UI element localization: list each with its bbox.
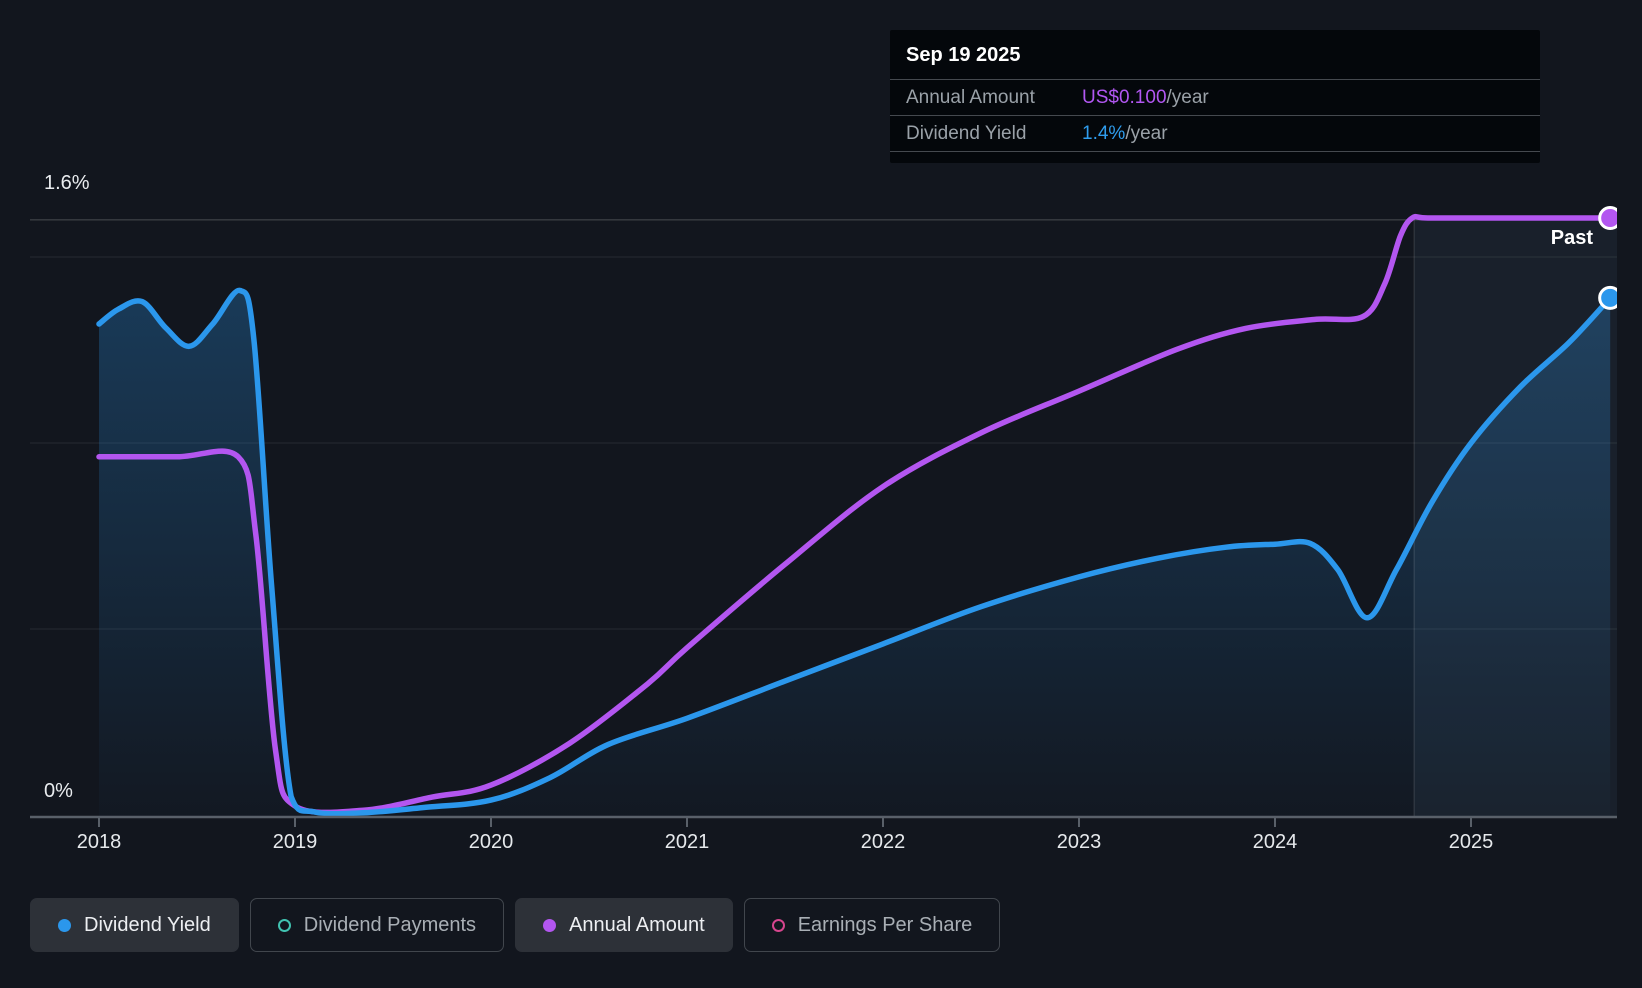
tooltip-label: Annual Amount <box>906 86 1035 108</box>
x-axis-label: 2019 <box>272 831 318 853</box>
tooltip-value: 1.4% <box>1082 122 1126 144</box>
chart-legend: Dividend Yield Dividend Payments Annual … <box>30 898 1001 952</box>
chart-tooltip: Sep 19 2025 Annual Amount US$0.100 /year… <box>890 30 1540 163</box>
dividend-payments-ring-icon <box>277 918 291 932</box>
x-axis-label: 2025 <box>1448 831 1494 853</box>
past-region-overlay <box>1414 219 1617 818</box>
past-region-label: Past <box>1550 227 1593 249</box>
legend-button-dividend-yield[interactable]: Dividend Yield <box>30 898 239 952</box>
x-axis-label: 2022 <box>860 831 906 853</box>
plot-right-mask <box>1617 0 1642 988</box>
legend-button-earnings-per-share[interactable]: Earnings Per Share <box>743 898 1001 952</box>
tooltip-suffix: /year <box>1125 122 1168 144</box>
x-axis-label: 2023 <box>1056 831 1102 853</box>
x-axis-label: 2021 <box>664 831 710 853</box>
tooltip-value: US$0.100 <box>1082 86 1167 108</box>
dividend-yield-dot-icon <box>58 918 71 932</box>
legend-label: Earnings Per Share <box>797 913 973 936</box>
tooltip-date: Sep 19 2025 <box>890 30 1540 80</box>
tooltip-row-dividend-yield: Dividend Yield 1.4% /year <box>890 116 1540 152</box>
earnings-per-share-ring-icon <box>771 918 785 932</box>
dividend-yield-area <box>99 290 1611 818</box>
legend-button-dividend-payments[interactable]: Dividend Payments <box>249 898 505 952</box>
dividend-yield-line <box>96 287 1613 817</box>
x-axis-label: 2024 <box>1252 831 1298 853</box>
y-axis-zero-label: 0% <box>44 780 73 802</box>
x-axis-label: 2020 <box>468 831 514 853</box>
annual-amount-dot-icon <box>543 918 557 932</box>
annual-amount-line <box>96 213 1613 816</box>
x-axis-label: 2018 <box>76 831 122 853</box>
legend-button-annual-amount[interactable]: Annual Amount <box>515 898 733 952</box>
tooltip-suffix: /year <box>1166 86 1209 108</box>
legend-label: Dividend Payments <box>303 913 477 936</box>
tooltip-row-annual-amount: Annual Amount US$0.100 /year <box>890 80 1540 116</box>
legend-label: Dividend Yield <box>84 913 211 936</box>
y-axis-top-label: 1.6% <box>44 172 90 194</box>
tooltip-label: Dividend Yield <box>906 122 1027 144</box>
legend-label: Annual Amount <box>569 913 705 936</box>
